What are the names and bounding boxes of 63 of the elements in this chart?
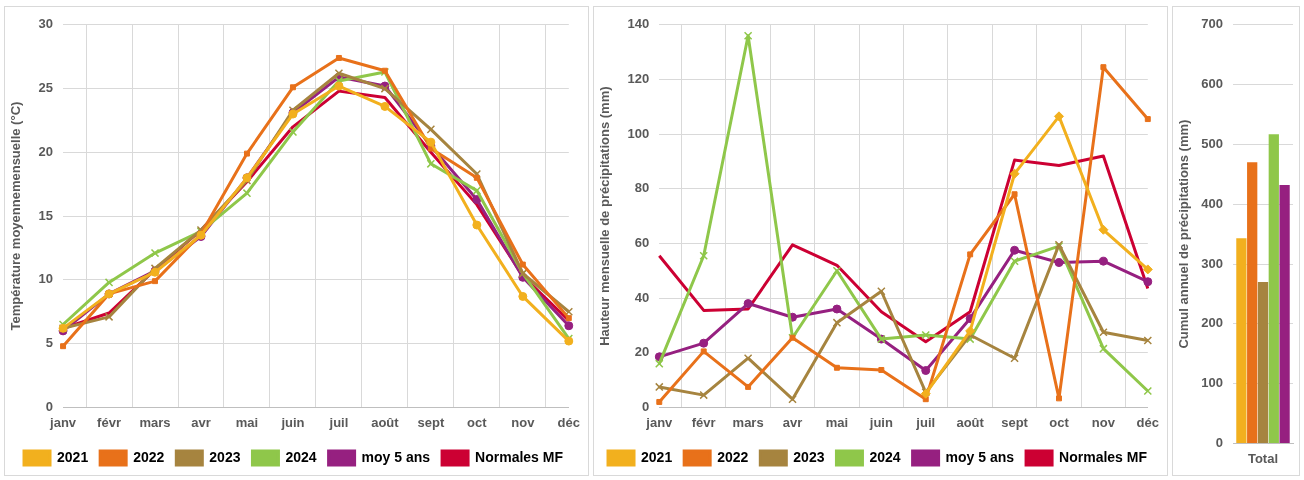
x-tick-label: nov [511, 414, 536, 430]
x-tick-label: févr [691, 414, 716, 430]
x-tick-label: mars [732, 414, 764, 430]
y-tick-label: 200 [1201, 315, 1223, 331]
x-tick-label: janv [645, 414, 674, 430]
x-tick-label: oct [467, 414, 488, 430]
x-tick-label: juil [915, 414, 936, 430]
legend-label: 2021 [641, 448, 673, 465]
y-tick-label: 20 [634, 344, 650, 360]
y-tick-label: 100 [1201, 375, 1223, 391]
legend-label: 2023 [209, 448, 241, 465]
legend-label: moy 5 ans [945, 448, 1015, 465]
x-tick-label: déc [557, 414, 580, 430]
y-tick-label: 700 [1201, 16, 1223, 32]
y-tick-label: 0 [45, 398, 54, 414]
y-axis-title: Hauteur mensuelle de précipitations (mm) [597, 86, 613, 346]
x-tick-label: Total [1247, 450, 1279, 466]
legend-label: Normales MF [1059, 448, 1148, 465]
x-tick-label: avr [782, 414, 803, 430]
y-tick-label: 80 [634, 180, 650, 196]
x-tick-label: mars [139, 414, 171, 430]
legend-label: moy 5 ans [361, 448, 431, 465]
y-tick-label: 20 [38, 143, 54, 159]
y-tick-label: 100 [627, 125, 650, 141]
x-tick-label: mai [825, 414, 849, 430]
y-axis-title: Température moyennemensuelle (°C) [8, 101, 24, 331]
y-tick-label: 5 [45, 335, 54, 351]
legend-label: 2022 [133, 448, 165, 465]
y-axis-title: Cumul annuel de précipitations (mm) [1176, 119, 1192, 349]
legend-label: 2024 [285, 448, 317, 465]
y-tick-label: 30 [38, 16, 54, 32]
y-tick-label: 60 [634, 235, 650, 251]
legend-label: Normales MF [475, 448, 564, 465]
y-tick-label: 600 [1201, 76, 1223, 92]
y-tick-label: 120 [627, 71, 650, 87]
y-tick-label: 0 [642, 398, 650, 414]
x-tick-label: août [956, 414, 985, 430]
y-tick-label: 300 [1201, 255, 1223, 271]
legend-label: 2021 [57, 448, 89, 465]
y-tick-label: 25 [38, 80, 54, 96]
x-tick-label: avr [191, 414, 211, 430]
y-tick-label: 40 [634, 289, 650, 305]
legend-label: 2023 [793, 448, 825, 465]
x-tick-label: sept [1001, 414, 1029, 430]
y-tick-label: 400 [1201, 195, 1223, 211]
x-tick-label: juil [328, 414, 349, 430]
x-tick-label: oct [1049, 414, 1070, 430]
x-tick-label: janv [49, 414, 77, 430]
x-tick-label: mai [235, 414, 259, 430]
x-tick-label: août [371, 414, 400, 430]
x-tick-label: juin [868, 414, 893, 430]
x-tick-label: déc [1136, 414, 1159, 430]
y-tick-label: 10 [38, 271, 54, 287]
y-tick-label: 15 [38, 207, 54, 223]
y-tick-label: 0 [1215, 434, 1223, 450]
legend-label: 2024 [869, 448, 901, 465]
y-tick-label: 500 [1201, 135, 1223, 151]
y-tick-label: 140 [627, 16, 650, 32]
x-tick-label: févr [97, 414, 121, 430]
x-tick-label: sept [417, 414, 445, 430]
legend-label: 2022 [717, 448, 749, 465]
x-tick-label: nov [1091, 414, 1116, 430]
x-tick-label: juin [280, 414, 305, 430]
